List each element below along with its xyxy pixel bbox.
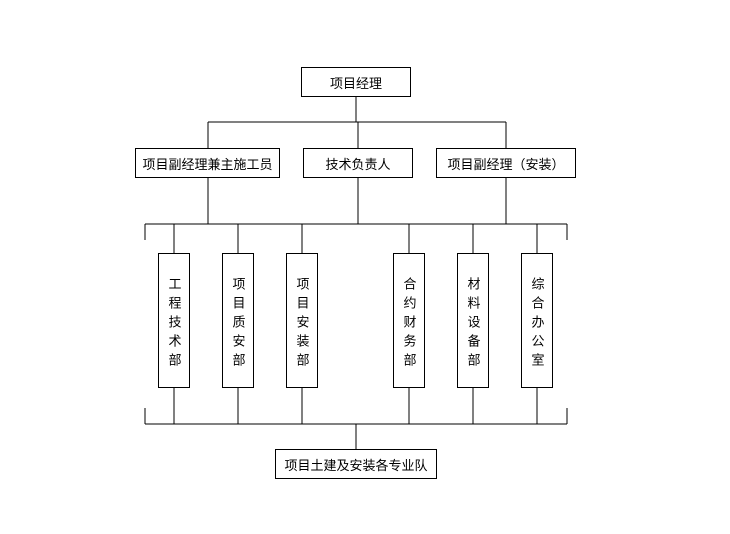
node-tech-lead: 技术负责人 [303, 148, 413, 178]
node-label: 项目经理 [330, 73, 382, 92]
node-deputy-construction: 项目副经理兼主施工员 [135, 148, 280, 178]
node-label: 合约财务部 [400, 277, 419, 372]
node-dept-materials: 材料设备部 [457, 253, 489, 388]
node-dept-engineering: 工程技术部 [158, 253, 190, 388]
node-label: 项目副经理兼主施工员 [142, 154, 272, 173]
node-label: 技术负责人 [325, 154, 390, 173]
node-label: 项目土建及安装各专业队 [284, 455, 427, 474]
node-construction-teams: 项目土建及安装各专业队 [275, 449, 437, 479]
node-deputy-install: 项目副经理（安装） [436, 148, 576, 178]
node-dept-contract-finance: 合约财务部 [393, 253, 425, 388]
node-label: 综合办公室 [528, 277, 547, 372]
node-label: 项目安装部 [293, 277, 312, 372]
node-label: 项目质安部 [229, 277, 248, 372]
node-project-manager: 项目经理 [301, 67, 411, 97]
node-label: 材料设备部 [464, 277, 483, 372]
node-dept-install: 项目安装部 [286, 253, 318, 388]
node-dept-quality: 项目质安部 [222, 253, 254, 388]
node-label: 项目副经理（安装） [447, 154, 564, 173]
node-label: 工程技术部 [165, 277, 184, 372]
node-dept-general-office: 综合办公室 [521, 253, 553, 388]
